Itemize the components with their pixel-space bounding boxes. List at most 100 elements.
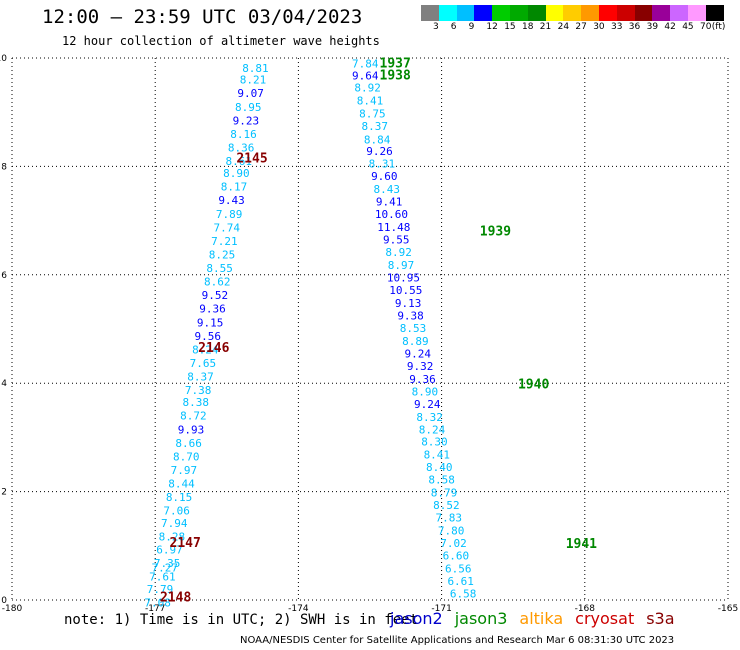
y-tick-label: 6 — [1, 271, 7, 281]
legend-label: 33 — [611, 22, 623, 32]
wave-height-value: 7.97 — [171, 464, 198, 477]
x-tick-label: -177 — [145, 604, 165, 614]
wave-height-value: 8.31 — [369, 158, 396, 171]
wave-height-value: 10.55 — [389, 284, 422, 297]
track-id-label: 2147 — [170, 536, 201, 551]
wave-height-value: 7.79 — [147, 583, 174, 596]
wave-height-value: 8.16 — [230, 128, 257, 141]
track-id-label: 1940 — [518, 377, 549, 392]
wave-height-value: 6.56 — [445, 563, 472, 576]
legend-swatch — [474, 5, 493, 21]
track-id-label: 1937 — [380, 56, 411, 71]
track-id-label: 2145 — [236, 151, 267, 166]
wave-height-value: 8.30 — [421, 436, 448, 449]
wave-height-value: 8.97 — [388, 259, 415, 272]
wave-height-value: 8.41 — [424, 449, 451, 462]
wave-height-value: 8.75 — [359, 107, 386, 120]
legend-swatch — [492, 5, 510, 21]
wave-height-value: 10.95 — [387, 272, 420, 285]
legend-label: 15 — [504, 22, 516, 32]
wave-height-value: 7.61 — [149, 571, 176, 584]
wave-height-value: 8.92 — [354, 81, 381, 94]
wave-height-value: 9.36 — [409, 373, 436, 386]
legend-swatch — [705, 5, 724, 21]
wave-height-value: 9.52 — [202, 289, 229, 302]
wave-height-value: 9.56 — [194, 330, 221, 343]
wave-height-value: 9.07 — [237, 87, 264, 100]
x-tick-label: -171 — [431, 604, 451, 614]
color-legend-labels: 3 6 9 12 15 18 21 24 27 30 33 36 39 42 45 70 (ft) — [421, 22, 740, 34]
wave-height-value: 7.80 — [438, 525, 465, 538]
wave-height-value: 8.44 — [168, 477, 195, 490]
wave-height-value: 8.58 — [428, 474, 455, 487]
wave-height-value: 7.84 — [352, 57, 379, 70]
wave-height-value: 9.15 — [197, 316, 224, 329]
legend-label: 12 — [486, 22, 498, 32]
legend-label: 24 — [557, 22, 570, 32]
wave-height-value: 8.92 — [385, 246, 412, 259]
satellite-jason2: jason2 — [390, 609, 443, 628]
wave-height-value: 7.89 — [216, 208, 243, 221]
legend-swatch — [438, 5, 457, 21]
wave-height-value: 8.95 — [235, 101, 262, 114]
wave-height-value: 6.97 — [156, 544, 183, 557]
legend-swatch — [616, 5, 635, 21]
wave-height-value: 9.60 — [371, 170, 398, 183]
wave-height-value: 9.43 — [218, 194, 245, 207]
wave-height-value: 8.21 — [240, 74, 267, 87]
wave-height-value: 11.48 — [377, 221, 410, 234]
wave-height-value: 6.58 — [450, 587, 477, 600]
wave-height-value: 8.28 — [159, 531, 186, 544]
wave-height-value: 8.79 — [431, 487, 458, 500]
wave-height-value: 8.72 — [180, 410, 207, 423]
wave-height-value: 8.32 — [416, 411, 443, 424]
legend-swatch — [652, 5, 671, 21]
legend-swatch — [670, 5, 688, 21]
wave-height-value: 8.25 — [209, 249, 236, 262]
wave-height-value: 8.53 — [400, 322, 427, 335]
legend-label: 42 — [664, 22, 676, 32]
legend-label: 6 — [450, 22, 457, 32]
satellite-legend: jason2 jason3 altika cryosat s3a — [390, 609, 675, 628]
legend-label: 39 — [646, 22, 659, 32]
legend-swatch — [598, 5, 617, 21]
wave-height-value: 8.66 — [175, 437, 202, 450]
legend-swatch — [581, 5, 599, 21]
legend-swatch — [456, 5, 475, 21]
x-tick-label: -174 — [288, 604, 309, 614]
wave-height-value: 9.36 — [199, 302, 226, 315]
wave-height-value: 8.38 — [183, 396, 210, 409]
wave-height-value: 9.55 — [383, 234, 410, 247]
satellite-jason3: jason3 — [454, 609, 508, 628]
wave-height-value: 9.23 — [233, 114, 260, 127]
wave-height-value: 8.24 — [419, 423, 446, 436]
wave-height-value: 8.90 — [223, 167, 250, 180]
legend-label: 9 — [468, 22, 475, 32]
wave-height-value: 6.60 — [443, 550, 470, 563]
credit-line: NOAA/NESDIS Center for Satellite Applica… — [240, 635, 675, 646]
wave-height-value: 6.61 — [447, 575, 474, 588]
wave-height-value: 9.64 — [352, 69, 379, 82]
y-tick-label: 0 — [1, 596, 7, 606]
wave-height-value: 8.37 — [187, 371, 214, 384]
wave-height-value: 8.24 — [192, 344, 219, 357]
y-tick-label: 4 — [1, 379, 7, 389]
track-id-label: 1938 — [380, 68, 411, 83]
wave-height-value: 7.83 — [436, 512, 463, 525]
wave-height-value: 8.89 — [402, 335, 429, 348]
satellite-s3a: s3a — [646, 609, 675, 628]
wave-height-value: 10.60 — [375, 208, 408, 221]
y-tick-label: 10 — [0, 54, 7, 64]
wave-height-value: 8.81 — [242, 62, 269, 75]
wave-height-value: 8.43 — [373, 183, 400, 196]
legend-swatch — [634, 5, 653, 21]
wave-height-value: 8.36 — [228, 141, 255, 154]
wave-height-value: 7.06 — [163, 505, 190, 518]
track-id-label: 2148 — [160, 590, 191, 605]
wave-height-value: 8.37 — [362, 120, 389, 133]
chart-subtitle: 12 hour collection of altimeter wave hei… — [62, 34, 380, 48]
legend-swatch — [545, 5, 564, 21]
wave-height-value: 7.08 — [144, 597, 171, 610]
legend-swatch — [527, 5, 546, 21]
